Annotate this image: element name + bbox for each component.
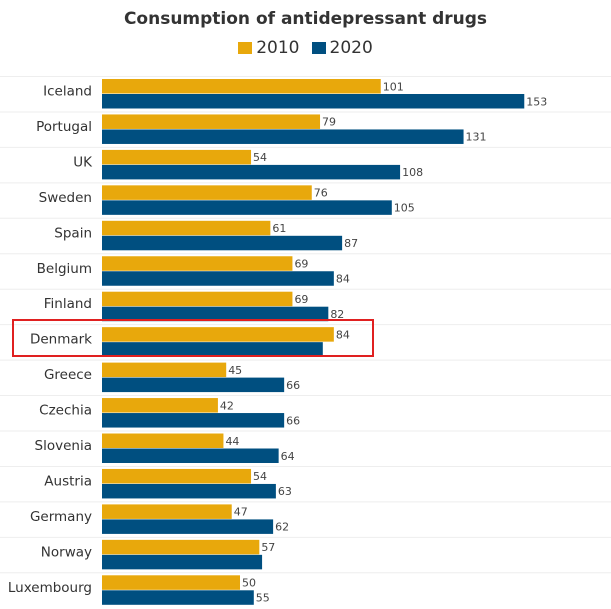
value-label-germany-2020: 62	[275, 521, 289, 534]
value-label-greece-2020: 66	[286, 379, 300, 392]
value-label-iceland-2020: 153	[526, 95, 547, 108]
category-label-belgium: Belgium	[37, 261, 92, 277]
value-label-denmark-2010: 84	[336, 328, 350, 341]
value-label-luxembourg-2020: 55	[256, 592, 270, 605]
bar-denmark-2020[interactable]	[102, 342, 323, 357]
value-label-spain-2010: 61	[272, 222, 286, 235]
category-label-greece: Greece	[44, 367, 92, 383]
bar-uk-2010[interactable]	[102, 149, 252, 165]
bar-finland-2010[interactable]	[102, 291, 293, 307]
value-label-iceland-2010: 101	[383, 80, 404, 93]
bar-austria-2020[interactable]	[102, 483, 276, 499]
value-label-sweden-2010: 76	[314, 187, 328, 200]
bar-iceland-2010[interactable]	[102, 79, 381, 94]
bar-greece-2010[interactable]	[102, 362, 227, 378]
category-label-czechia: Czechia	[39, 403, 92, 419]
legend-entry-2010[interactable]: 2010	[238, 38, 300, 58]
category-label-spain: Spain	[54, 225, 92, 241]
chart-title: Consumption of antidepressant drugs	[123, 9, 488, 29]
legend-entry-2020[interactable]: 2020	[311, 38, 373, 58]
value-labels: 101 153 79 131 54 108 76 105 61 87 69 84 69 82 84 45 66 4…	[220, 80, 547, 604]
value-label-portugal-2020: 131	[466, 131, 487, 144]
bar-sweden-2020[interactable]	[102, 200, 392, 215]
bar-finland-2020[interactable]	[102, 306, 329, 322]
value-label-portugal-2010: 79	[322, 116, 336, 129]
bar-belgium-2010[interactable]	[102, 256, 293, 271]
value-label-norway-2010: 57	[261, 541, 275, 554]
gridlines	[0, 76, 611, 574]
bar-denmark-2010[interactable]	[102, 327, 334, 342]
bar-iceland-2020[interactable]	[102, 94, 525, 109]
category-label-austria: Austria	[44, 473, 92, 489]
value-label-greece-2010: 45	[228, 364, 242, 377]
bar-greece-2020[interactable]	[102, 377, 285, 393]
bar-spain-2010[interactable]	[102, 220, 271, 236]
value-label-uk-2010: 54	[253, 151, 267, 164]
category-label-denmark: Denmark	[30, 332, 92, 348]
category-label-finland: Finland	[44, 296, 92, 312]
value-label-austria-2010: 54	[253, 470, 267, 483]
bar-luxembourg-2020[interactable]	[102, 590, 254, 605]
value-label-slovenia-2020: 64	[281, 450, 295, 463]
bar-portugal-2010[interactable]	[102, 114, 321, 129]
bar-austria-2010[interactable]	[102, 468, 252, 484]
bar-norway-2020[interactable]	[102, 554, 263, 570]
value-label-czechia-2020: 66	[286, 414, 300, 427]
bar-czechia-2010[interactable]	[102, 398, 218, 413]
bar-germany-2020[interactable]	[102, 519, 274, 534]
legend-swatch-2020	[311, 42, 326, 54]
bar-slovenia-2010[interactable]	[102, 433, 224, 449]
value-label-uk-2020: 108	[402, 166, 423, 179]
bars	[102, 79, 525, 605]
value-label-finland-2010: 69	[294, 293, 308, 306]
legend: 2010 2020	[0, 38, 611, 58]
bar-sweden-2010[interactable]	[102, 185, 312, 200]
category-label-iceland: Iceland	[43, 84, 92, 100]
value-label-belgium-2020: 84	[336, 273, 350, 286]
category-label-norway: Norway	[41, 544, 92, 560]
bar-belgium-2020[interactable]	[102, 271, 334, 286]
bar-norway-2010[interactable]	[102, 539, 260, 555]
category-label-portugal: Portugal	[36, 119, 92, 135]
value-label-germany-2010: 47	[234, 506, 248, 519]
legend-label-2010: 2010	[256, 38, 300, 58]
category-label-sweden: Sweden	[39, 190, 92, 206]
bar-portugal-2020[interactable]	[102, 129, 464, 144]
category-labels: Iceland Portugal UK Sweden Spain Belgium Finla…	[8, 84, 93, 596]
value-label-finland-2020: 82	[330, 308, 344, 321]
value-label-czechia-2010: 42	[220, 399, 234, 412]
highlight-box-denmark	[12, 319, 374, 357]
category-label-luxembourg: Luxembourg	[8, 580, 92, 596]
bar-slovenia-2020[interactable]	[102, 448, 279, 464]
value-label-slovenia-2010: 44	[225, 435, 239, 448]
value-label-spain-2020: 87	[344, 237, 358, 250]
bar-germany-2010[interactable]	[102, 504, 232, 519]
bar-spain-2020[interactable]	[102, 235, 343, 251]
bar-czechia-2020[interactable]	[102, 413, 285, 428]
value-label-belgium-2010: 69	[294, 258, 308, 271]
legend-label-2020: 2020	[329, 38, 373, 58]
bar-uk-2020[interactable]	[102, 164, 401, 180]
value-label-sweden-2020: 105	[394, 202, 415, 215]
legend-swatch-2010	[238, 42, 253, 54]
category-label-germany: Germany	[30, 509, 92, 525]
value-label-luxembourg-2010: 50	[242, 577, 256, 590]
category-label-uk: UK	[73, 154, 93, 170]
value-label-austria-2020: 63	[278, 485, 292, 498]
bar-luxembourg-2010[interactable]	[102, 575, 240, 590]
category-label-slovenia: Slovenia	[35, 438, 92, 454]
